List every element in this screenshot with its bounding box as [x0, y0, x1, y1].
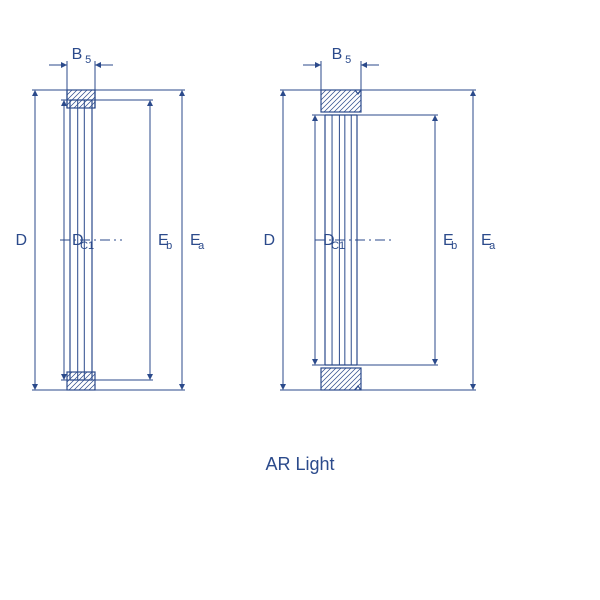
svg-text:C1: C1 [331, 240, 345, 252]
svg-text:a: a [198, 240, 205, 252]
right-view: B5DDC1EbEa [263, 46, 496, 390]
svg-text:b: b [451, 240, 457, 252]
svg-text:D: D [263, 232, 275, 249]
left-view: B5DDC1EbEa [15, 46, 205, 390]
svg-text:a: a [489, 240, 496, 252]
technical-drawing: B5DDC1EbEaB5DDC1EbEaAR Light [0, 0, 600, 600]
svg-text:D: D [15, 232, 27, 249]
svg-text:B: B [72, 46, 83, 63]
svg-text:b: b [166, 240, 172, 252]
svg-text:B: B [332, 46, 343, 63]
caption-text: AR Light [265, 454, 334, 474]
svg-text:5: 5 [345, 54, 351, 66]
svg-text:C1: C1 [80, 240, 94, 252]
svg-text:5: 5 [85, 54, 91, 66]
